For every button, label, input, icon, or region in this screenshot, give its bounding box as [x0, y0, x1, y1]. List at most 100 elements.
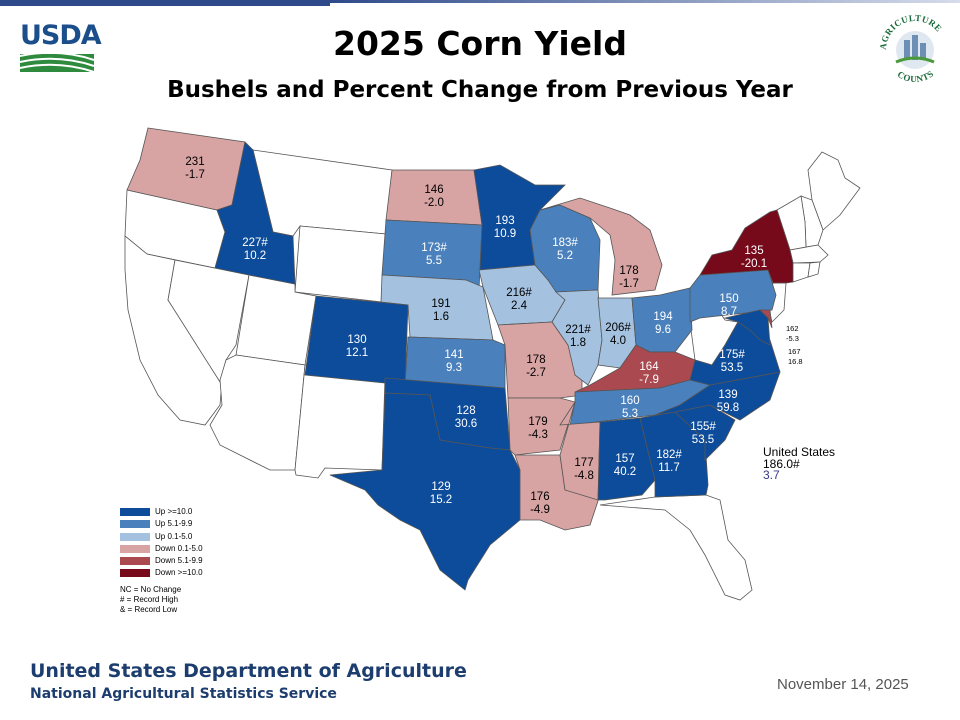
state-ks: [404, 336, 506, 389]
state-de: [759, 309, 773, 329]
state-label-tn-yield: 160: [620, 395, 639, 407]
state-tx: [329, 392, 521, 591]
state-wy: [294, 225, 387, 303]
legend-item: Down 0.1-5.0: [120, 544, 203, 556]
legend-swatch: [120, 569, 150, 578]
state-label-ky-yield: 164: [639, 361, 659, 373]
svg-text:COUNTS: COUNTS: [896, 68, 936, 84]
top-accent-bar: [0, 0, 960, 8]
state-label-ga-yield: 182#: [656, 449, 682, 461]
us-total: United States 186.0# 3.7: [763, 446, 835, 482]
state-label-co-yield: 130: [347, 334, 366, 346]
state-label-md-yield: 167: [788, 347, 801, 356]
state-label-md-change: 16.8: [788, 357, 803, 366]
legend-item: Up >=10.0: [120, 507, 192, 519]
state-label-mo-yield: 178: [526, 354, 545, 366]
legend-label: Down 0.1-5.0: [155, 543, 203, 553]
page-subtitle: Bushels and Percent Change from Previous…: [167, 77, 793, 103]
legend-swatch: [120, 532, 150, 541]
legend-item: Up 5.1-9.9: [120, 519, 192, 531]
state-label-ny-change: -20.1: [741, 258, 767, 270]
state-label-wi-change: 5.2: [557, 250, 573, 262]
state-id: [214, 141, 296, 285]
state-label-va-yield: 175#: [719, 349, 745, 361]
legend-item: Down 5.1-9.9: [120, 556, 203, 568]
state-label-wa-yield: 231: [185, 156, 204, 168]
legend-note: & = Record Low: [120, 604, 178, 614]
legend-swatch: [120, 520, 150, 529]
state-label-pa-yield: 150: [719, 293, 738, 305]
state-label-ks-change: 9.3: [446, 362, 462, 374]
state-label-ms-change: -4.8: [574, 470, 594, 482]
agriculture-counts-logo: AGRICULTURE COUNTS: [874, 10, 956, 84]
state-label-oh-change: 9.6: [655, 324, 671, 336]
state-label-id-change: 10.2: [244, 250, 266, 262]
state-label-ga-change: 11.7: [658, 462, 680, 474]
state-label-il-change: 1.8: [570, 337, 586, 349]
state-label-id-yield: 227#: [242, 237, 268, 249]
legend-swatch: [120, 508, 150, 516]
state-az: [209, 354, 306, 471]
footer-sub: National Agricultural Statistics Service: [30, 686, 337, 702]
state-label-nd-change: -2.0: [424, 197, 444, 209]
footer-date: November 14, 2025: [777, 676, 909, 693]
us-total-yield: 186.0#: [763, 456, 800, 471]
state-label-la-change: -4.9: [530, 504, 550, 516]
state-label-sc-yield: 155#: [690, 421, 716, 433]
state-label-mn-yield: 193: [495, 215, 514, 227]
state-label-ok-change: 30.6: [455, 418, 477, 430]
page-title: 2025 Corn Yield: [332, 24, 627, 63]
state-label-ia-change: 2.4: [511, 300, 528, 312]
state-label-mi-yield: 178: [619, 265, 638, 277]
legend-item: Down >=10.0: [120, 568, 203, 580]
state-label-co-change: 12.1: [346, 347, 368, 359]
state-label-nc-change: 59.8: [717, 402, 739, 414]
state-label-ms-yield: 177: [574, 457, 593, 469]
state-label-de-change: -5.3: [786, 334, 799, 343]
legend-label: Up 5.1-9.9: [155, 519, 193, 529]
state-label-il-yield: 221#: [565, 324, 591, 336]
state-label-tx-yield: 129: [431, 481, 450, 493]
state-label-al-yield: 157: [615, 453, 634, 465]
state-label-al-change: 40.2: [614, 466, 636, 478]
state-label-mo-change: -2.7: [526, 367, 546, 379]
state-nm: [294, 364, 386, 479]
usda-logo: USDA: [18, 14, 102, 76]
state-mt: [252, 149, 393, 237]
state-label-sd-change: 5.5: [426, 255, 442, 267]
state-label-in-yield: 206#: [605, 322, 631, 334]
state-label-ne-yield: 191: [431, 298, 450, 310]
state-label-va-change: 53.5: [721, 362, 743, 374]
legend-label: Down 5.1-9.9: [155, 556, 203, 566]
state-label-sc-change: 53.5: [692, 434, 714, 446]
state-fl: [599, 494, 753, 601]
state-label-ok-yield: 128: [456, 405, 475, 417]
state-label-ne-change: 1.6: [433, 311, 449, 323]
legend-label: Down >=10.0: [155, 568, 203, 578]
state-label-wi-yield: 183#: [552, 237, 578, 249]
state-label-mn-change: 10.9: [494, 228, 516, 240]
legend-label: Up >=10.0: [155, 507, 193, 516]
state-ri: [807, 261, 821, 278]
state-ar: [507, 397, 576, 456]
state-label-ar-yield: 179: [528, 416, 547, 428]
legend-swatch: [120, 557, 150, 566]
state-label-tn-change: 5.3: [622, 408, 638, 420]
state-label-ky-change: -7.9: [639, 374, 659, 386]
state-label-wa-change: -1.7: [185, 169, 205, 181]
legend-label: Up 0.1-5.0: [155, 531, 193, 541]
legend-swatch: [120, 544, 150, 553]
legend-note: # = Record High: [120, 594, 179, 604]
legend-item: Up 0.1-5.0: [120, 532, 192, 544]
state-me: [807, 151, 861, 231]
map-legend: Up >=10.0 Up 5.1-9.9 Up 0.1-5.0 Down 0.1-5.…: [120, 507, 203, 615]
legend-note: NC = No Change: [120, 584, 182, 594]
state-label-in-change: 4.0: [610, 335, 626, 347]
state-label-oh-yield: 194: [653, 311, 673, 323]
state-label-ar-change: -4.3: [528, 429, 548, 441]
state-label-nc-yield: 139: [718, 389, 737, 401]
state-label-ks-yield: 141: [444, 349, 463, 361]
state-label-ny-yield: 135: [744, 245, 763, 257]
state-label-mi-change: -1.7: [619, 278, 639, 290]
